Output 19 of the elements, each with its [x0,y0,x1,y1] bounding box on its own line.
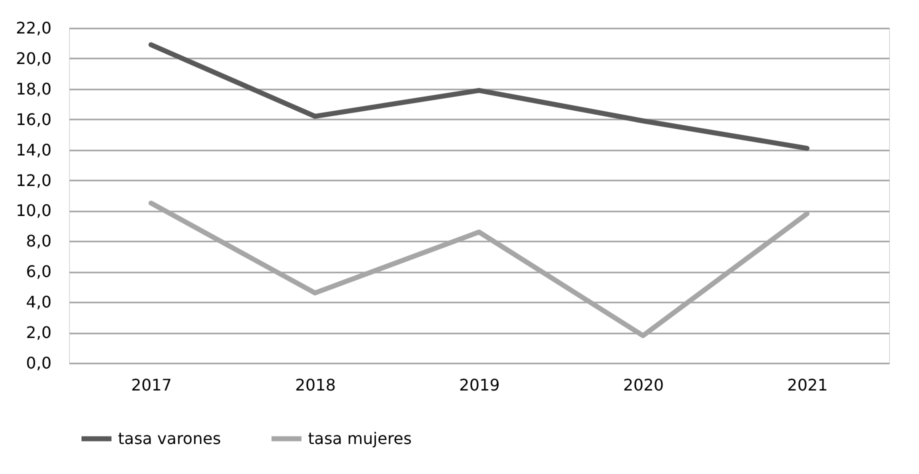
x-tick-label: 2017 [131,376,172,394]
y-tick-label: 12,0 [16,170,52,190]
y-tick-label: 4,0 [26,292,52,312]
y-tick-label: 10,0 [16,201,52,220]
x-tick-label: 2020 [623,376,664,394]
x-tick-label: 2018 [295,376,336,394]
y-tick-label: 18,0 [16,79,52,98]
x-tick-label: 2019 [459,376,500,394]
y-tick-label: 22,0 [16,18,52,38]
y-tick-label: 14,0 [16,140,52,160]
y-tick-label: 20,0 [16,48,52,68]
y-tick-label: 8,0 [26,232,52,251]
y-tick-label: 16,0 [16,110,52,129]
y-tick-label: 2,0 [26,323,52,342]
legend-label: tasa mujeres [308,428,412,448]
y-tick-label: 6,0 [26,262,52,282]
legend-label: tasa varones [118,428,221,448]
y-tick-label: 0,0 [26,354,52,372]
x-tick-label: 2021 [787,376,828,394]
